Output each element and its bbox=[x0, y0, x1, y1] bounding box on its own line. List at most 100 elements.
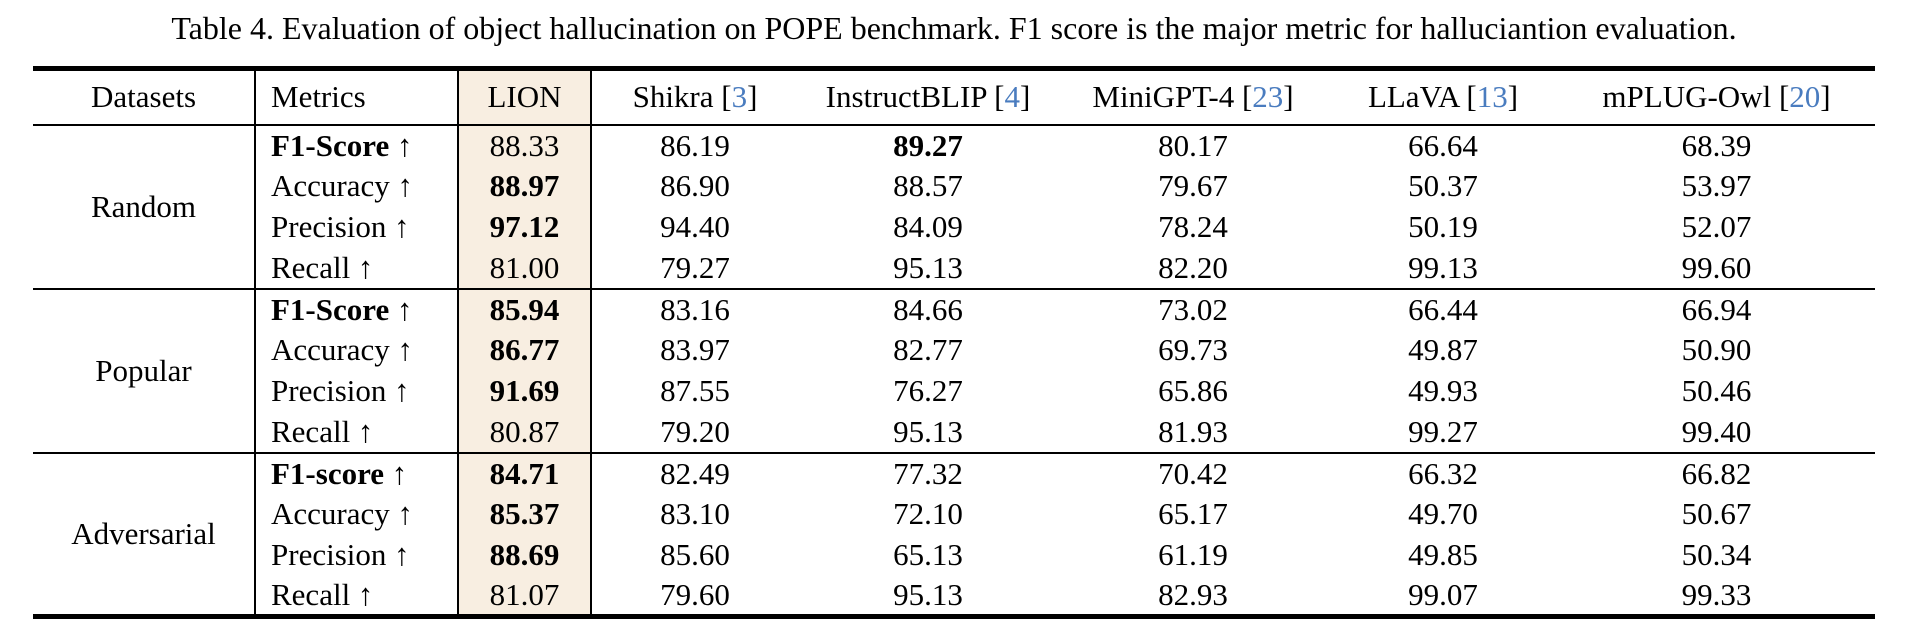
citation-link[interactable]: 13 bbox=[1476, 79, 1508, 115]
citation-bracket: [ bbox=[1241, 79, 1253, 115]
metric-label: Accuracy ↑ bbox=[255, 329, 459, 371]
value-cell: 65.13 bbox=[893, 537, 963, 572]
value-cell: 50.90 bbox=[1681, 332, 1752, 367]
value-cell: 66.94 bbox=[1558, 287, 1875, 330]
table-row: Adversarial F1-score ↑ 84.71 82.49 77.32… bbox=[33, 451, 1875, 617]
value-cell: 86.77 bbox=[458, 329, 592, 371]
value-cell: 94.40 bbox=[660, 209, 730, 244]
col-header-mplug-owl: mPLUG-Owl [20] bbox=[1558, 68, 1875, 126]
value-cell: 80.17 bbox=[1158, 127, 1228, 163]
value-cell: 81.93 bbox=[1158, 413, 1228, 449]
value-cell: 82.49 bbox=[591, 451, 798, 494]
value-cell: 66.44 bbox=[1328, 287, 1558, 330]
citation-link[interactable]: 20 bbox=[1789, 79, 1821, 115]
value-cell: 95.13 bbox=[893, 576, 963, 612]
value-cell: 72.10 bbox=[893, 496, 963, 531]
model-name: LLaVA bbox=[1367, 79, 1459, 115]
metric-label: F1-score ↑ bbox=[255, 451, 459, 494]
value-cell: 50.34 bbox=[1681, 537, 1752, 572]
value-cell: 99.13 bbox=[1408, 249, 1478, 285]
value-cell: 49.85 bbox=[1408, 537, 1478, 572]
value-cell: 84.71 bbox=[458, 451, 592, 494]
dataset-label: Random bbox=[33, 124, 256, 289]
model-name: mPLUG-Owl bbox=[1602, 79, 1772, 115]
table-row: Random F1-Score ↑ 88.33 86.19 89.27 80.1… bbox=[33, 124, 1875, 289]
value-cell: 52.07 bbox=[1681, 209, 1752, 244]
model-name: LION bbox=[487, 79, 562, 115]
value-cell: 88.33 bbox=[458, 124, 592, 166]
value-cell: 49.93 bbox=[1408, 373, 1478, 408]
dataset-label: Adversarial bbox=[33, 451, 256, 617]
table-row: Accuracy ↑ 86.77 83.97 82.77 69.73 49.87… bbox=[33, 329, 1875, 371]
metric-label: Precision ↑ bbox=[255, 206, 459, 248]
col-header-metrics: Metrics bbox=[255, 68, 459, 126]
value-cell: 65.17 bbox=[1158, 496, 1228, 531]
value-cell: 99.40 bbox=[1681, 413, 1752, 449]
citation-bracket: ] bbox=[747, 79, 758, 115]
value-cell: 85.94 bbox=[458, 287, 592, 330]
value-cell: 50.67 bbox=[1681, 496, 1752, 531]
col-header-datasets: Datasets bbox=[33, 68, 256, 126]
citation-bracket: [ bbox=[1466, 79, 1477, 115]
results-table: Datasets Metrics LION Shikra [3] Instruc… bbox=[33, 66, 1875, 619]
value-cell: 86.90 bbox=[660, 168, 730, 203]
table-row: Popular F1-Score ↑ 85.94 83.16 84.66 73.… bbox=[33, 287, 1875, 453]
col-header-minigpt4: MiniGPT-4 [23] bbox=[1058, 68, 1328, 126]
value-cell: 82.93 bbox=[1158, 576, 1228, 612]
value-cell: 77.32 bbox=[798, 451, 1058, 494]
value-cell: 82.77 bbox=[893, 332, 963, 367]
citation-bracket: [ bbox=[721, 79, 732, 115]
value-cell: 66.64 bbox=[1408, 127, 1478, 163]
value-cell: 97.12 bbox=[458, 206, 592, 248]
citation-bracket: ] bbox=[1283, 79, 1294, 115]
value-cell: 49.87 bbox=[1408, 332, 1478, 367]
metric-label: Recall ↑ bbox=[255, 411, 459, 453]
citation-link[interactable]: 4 bbox=[1004, 79, 1020, 115]
value-cell: 85.37 bbox=[458, 493, 592, 535]
value-cell: 84.09 bbox=[893, 209, 963, 244]
metric-label: F1-Score ↑ bbox=[255, 124, 459, 166]
value-cell: 50.37 bbox=[1408, 168, 1478, 203]
value-cell: 85.60 bbox=[660, 537, 730, 572]
value-cell: 99.07 bbox=[1408, 576, 1478, 612]
value-cell: 73.02 bbox=[1058, 287, 1328, 330]
citation-link[interactable]: 3 bbox=[731, 79, 748, 115]
metric-label: Recall ↑ bbox=[255, 247, 459, 289]
col-header-llava: LLaVA [13] bbox=[1328, 68, 1558, 126]
value-cell: 95.13 bbox=[893, 413, 963, 449]
value-cell: 65.86 bbox=[1158, 373, 1228, 408]
value-cell: 66.82 bbox=[1558, 451, 1875, 494]
citation-bracket: [ bbox=[994, 79, 1005, 115]
citation-bracket: ] bbox=[1820, 79, 1831, 115]
table-row: Accuracy ↑ 85.37 83.10 72.10 65.17 49.70… bbox=[33, 493, 1875, 535]
value-cell: 99.33 bbox=[1681, 576, 1752, 612]
citation-bracket: ] bbox=[1507, 79, 1519, 115]
value-cell: 88.69 bbox=[458, 534, 592, 576]
value-cell: 86.19 bbox=[660, 127, 730, 163]
metric-label: Accuracy ↑ bbox=[255, 493, 459, 535]
value-cell: 53.97 bbox=[1681, 168, 1752, 203]
table-row: Recall ↑ 80.87 79.20 95.13 81.93 99.27 9… bbox=[33, 411, 1875, 453]
col-header-lion: LION bbox=[458, 68, 592, 126]
table-row: Precision ↑ 91.69 87.55 76.27 65.86 49.9… bbox=[33, 370, 1875, 412]
citation-link[interactable]: 23 bbox=[1252, 79, 1284, 115]
model-name: InstructBLIP bbox=[825, 79, 987, 115]
value-cell: 89.27 bbox=[893, 127, 963, 163]
value-cell: 70.42 bbox=[1058, 451, 1328, 494]
value-cell: 69.73 bbox=[1158, 332, 1228, 367]
value-cell: 79.20 bbox=[660, 413, 730, 449]
value-cell: 50.46 bbox=[1681, 373, 1752, 408]
citation-bracket: [ bbox=[1778, 79, 1790, 115]
value-cell: 99.60 bbox=[1681, 249, 1752, 285]
metric-label: Precision ↑ bbox=[255, 370, 459, 412]
value-cell: 83.16 bbox=[591, 287, 798, 330]
value-cell: 83.97 bbox=[660, 332, 730, 367]
metric-label: Recall ↑ bbox=[255, 575, 459, 617]
value-cell: 88.97 bbox=[458, 165, 592, 207]
value-cell: 82.20 bbox=[1158, 249, 1228, 285]
model-name: Shikra bbox=[632, 79, 714, 115]
value-cell: 79.27 bbox=[660, 249, 730, 285]
dataset-label: Popular bbox=[33, 287, 256, 453]
value-cell: 78.24 bbox=[1158, 209, 1228, 244]
value-cell: 61.19 bbox=[1158, 537, 1228, 572]
